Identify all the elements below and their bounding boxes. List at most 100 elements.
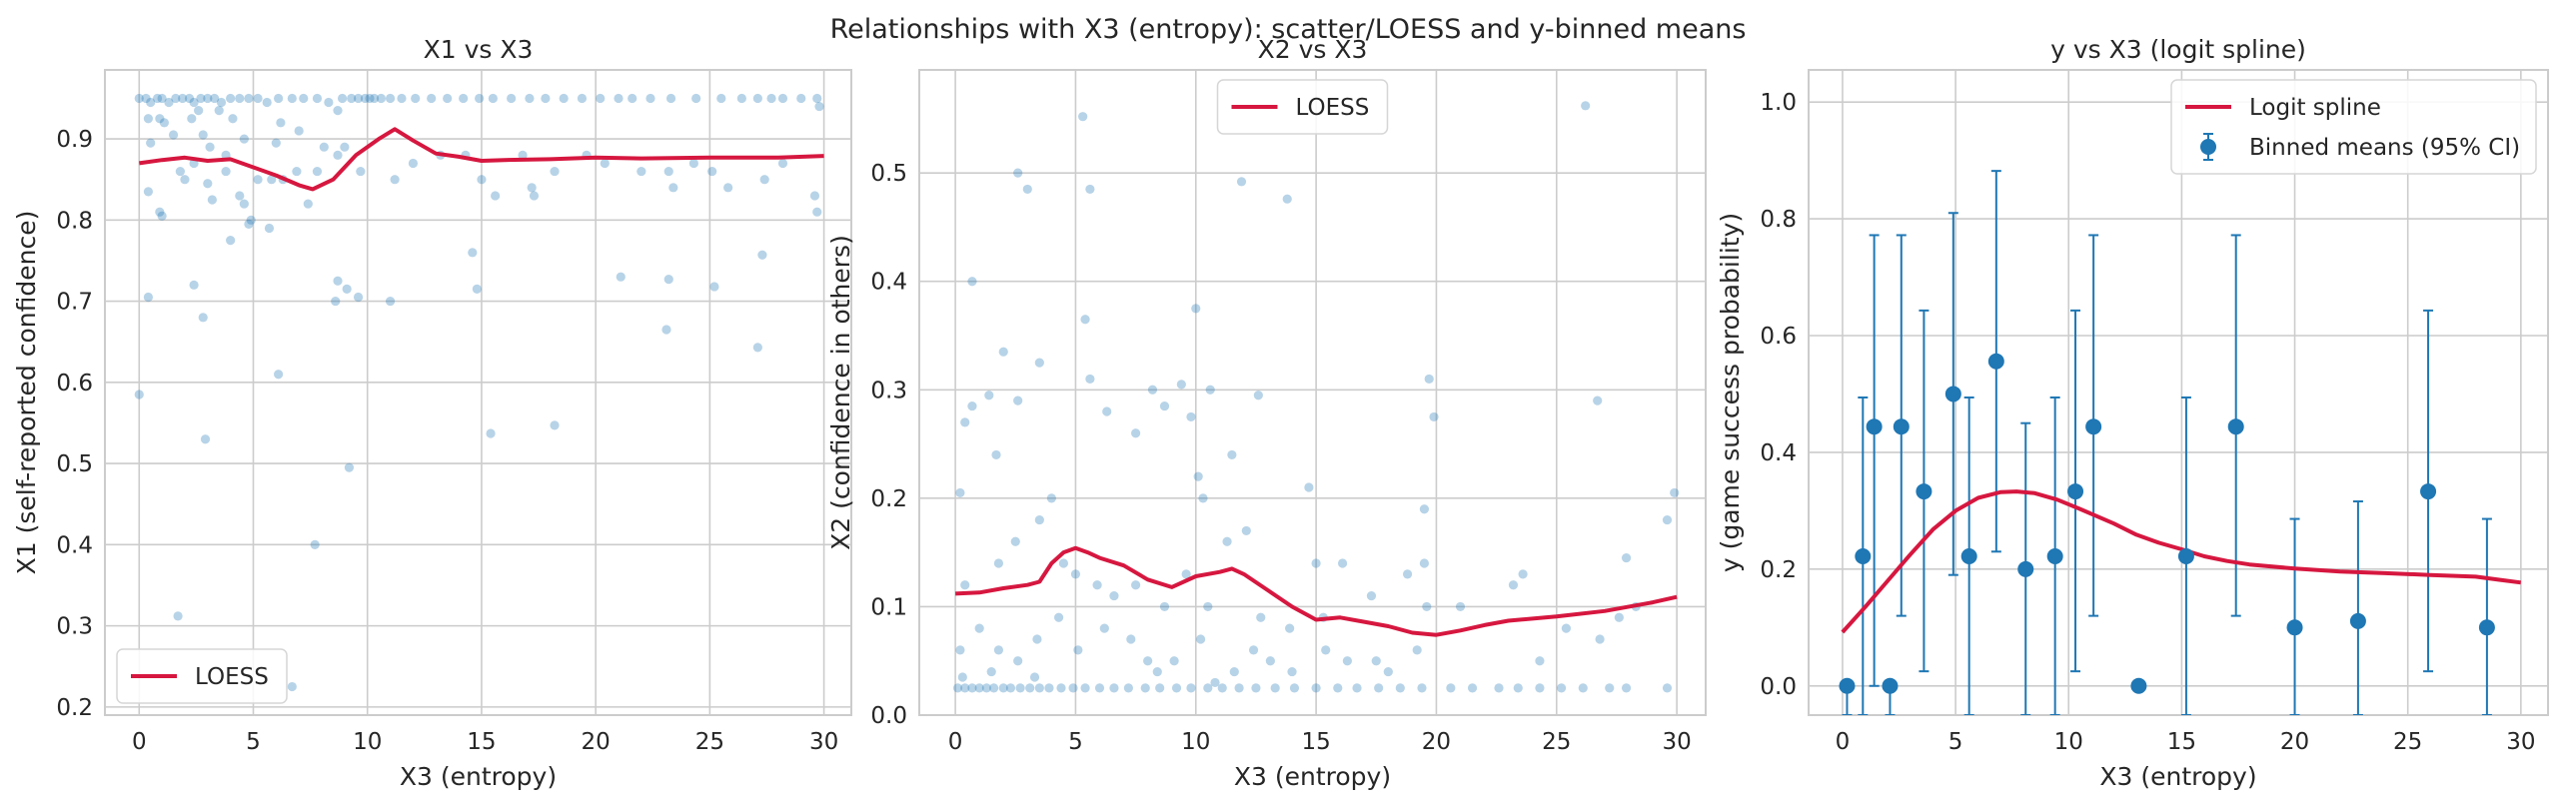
scatter-point [541, 93, 551, 104]
scatter-point [1412, 645, 1422, 655]
scatter-point [235, 191, 245, 201]
scatter-point [1561, 623, 1572, 633]
scatter-point [1143, 656, 1153, 666]
scatter-point [157, 93, 167, 104]
x-tick-label: 10 [353, 729, 382, 755]
scatter-point [550, 166, 560, 177]
scatter-point [1205, 385, 1215, 395]
scatter-point [210, 93, 220, 104]
scatter-point [134, 93, 144, 104]
scatter-point [752, 93, 762, 104]
scatter-point [1191, 304, 1201, 314]
legend-box [116, 648, 288, 704]
scatter-point [324, 97, 334, 108]
binned-mean-marker [2349, 612, 2366, 629]
scatter-point [663, 166, 673, 177]
panel-2: 0 5 10 15 20 25 30 0.0 0.1 0.2 0.3 0.4 0.5 X3 (entrop… [826, 35, 1707, 791]
scatter-point [1155, 683, 1165, 693]
scatter-point [507, 93, 517, 104]
scatter-point [194, 106, 204, 116]
scatter-point [303, 199, 313, 209]
scatter-point [310, 539, 320, 549]
scatter-point [1227, 449, 1237, 460]
chart-panels: 0 5 10 15 20 25 30 0.2 0.3 0.4 0.5 0.6 0.7 0.8 0.9 X3 (… [12, 35, 2549, 791]
scatter-point [207, 195, 217, 205]
scatter-point [663, 275, 673, 285]
scatter-point [759, 175, 769, 185]
scatter-point [287, 93, 297, 104]
scatter-point [1366, 590, 1377, 601]
scatter-point [529, 191, 540, 201]
scatter-point [1203, 683, 1213, 693]
scatter-point [1109, 590, 1119, 601]
scatter-point [168, 130, 179, 140]
spline-line [1841, 489, 2522, 634]
scatter-point [443, 93, 453, 104]
scatter-point [716, 93, 726, 104]
binned-mean-marker [1893, 418, 1910, 435]
scatter-point [1034, 683, 1044, 693]
scatter-point [134, 390, 144, 400]
legend-marker-swatch [2200, 139, 2216, 155]
legend: LOESS [1216, 79, 1389, 135]
scatter-point [246, 215, 256, 225]
scatter-point [353, 93, 364, 104]
legend-box [2170, 79, 2537, 175]
y-tick-label: 0.2 [1760, 557, 1797, 583]
scatter-point [1013, 656, 1023, 666]
y-tick-label: 0.1 [870, 594, 907, 620]
scatter-point [1535, 683, 1545, 693]
scatter-point [1662, 514, 1673, 525]
scatter-point [1013, 168, 1023, 178]
scatter-point [518, 150, 528, 160]
scatter-point [766, 93, 776, 104]
x-tick-label: 30 [1662, 729, 1691, 755]
panel-1: 0 5 10 15 20 25 30 0.2 0.3 0.4 0.5 0.6 0.7 0.8 0.9 X3 (… [12, 35, 852, 791]
scatter-point [752, 343, 762, 353]
scatter-point [1253, 391, 1263, 401]
scatter-point [1080, 683, 1090, 693]
scatter-point [1614, 612, 1624, 622]
scatter-point [709, 282, 719, 292]
panel-title: X1 vs X3 [424, 35, 534, 64]
scatter-point [707, 166, 717, 177]
scatter-point [1285, 623, 1295, 633]
scatter-point [1513, 683, 1523, 693]
scatter-point [200, 434, 211, 444]
scatter-point [668, 183, 678, 193]
scatter-point [333, 276, 343, 286]
scatter-point [292, 166, 302, 177]
panel-title: y vs X3 (logit spline) [2050, 35, 2306, 64]
y-tick-label: 0.2 [56, 695, 93, 721]
scatter-point [353, 292, 364, 303]
scatter-point [777, 93, 788, 104]
scatter-point [1593, 396, 1603, 405]
x-axis-label: X3 (entropy) [400, 762, 557, 791]
scatter-point [385, 93, 396, 104]
scatter-point [616, 272, 626, 282]
scatter-point [472, 284, 482, 294]
binned-mean-marker [2130, 677, 2147, 694]
scatter-point [390, 175, 400, 185]
binned-mean-marker [1839, 677, 1856, 694]
scatter-point [1446, 683, 1456, 693]
scatter-point [1311, 558, 1321, 568]
scatter-point [198, 313, 208, 323]
scatter-point [688, 158, 698, 169]
y-tick-label: 0.3 [870, 378, 907, 404]
scatter-point [271, 138, 281, 148]
plot-frame [1808, 69, 2549, 716]
scatter-point [796, 93, 806, 104]
scatter-point [189, 97, 199, 108]
scatter-point [244, 219, 254, 229]
scatter-point [1046, 493, 1056, 503]
scatter-point [967, 277, 977, 287]
scatter-point [1029, 672, 1040, 682]
scatter-point [1159, 401, 1170, 411]
scatter-point [1123, 683, 1133, 693]
scatter-point [1508, 580, 1519, 590]
y-tick-label: 0.0 [1760, 674, 1797, 700]
scatter-point [146, 138, 156, 148]
scatter-point [1383, 666, 1393, 677]
scatter-point [1015, 683, 1025, 693]
